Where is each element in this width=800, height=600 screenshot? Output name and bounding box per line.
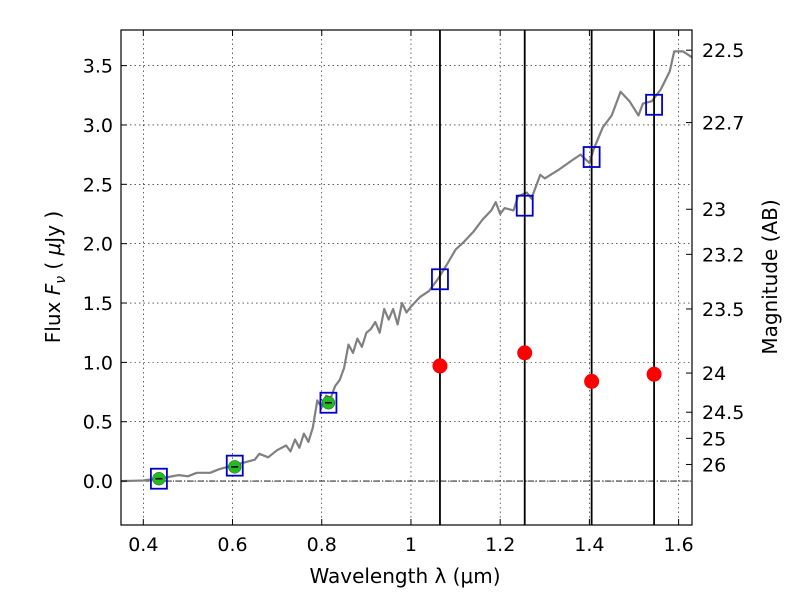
square-marker xyxy=(225,454,244,477)
red-point xyxy=(517,345,533,361)
x-tick-label: 0.4 xyxy=(128,534,158,556)
square-marker xyxy=(515,194,534,217)
vertical-lines xyxy=(439,30,655,525)
plot-frame xyxy=(120,29,693,526)
axis-ticks: 0.4 0.6 0.8 1 1.2 1.4 1.6 0.0 0.5 1.0 1.5 2.0 2.5 3.0… xyxy=(83,30,744,556)
square-marker xyxy=(319,391,338,414)
x-tick-label: 1 xyxy=(405,534,417,556)
y-tick-label: 3.0 xyxy=(83,115,113,137)
y-tick-label: 2.5 xyxy=(83,174,113,196)
x-tick-label: 1.6 xyxy=(664,534,694,556)
right-tick-label: 22.5 xyxy=(702,40,744,62)
y-tick-label: 3.5 xyxy=(83,56,113,78)
y-tick-label: 1.0 xyxy=(83,352,113,374)
right-tick-label: 23 xyxy=(702,199,726,221)
square-marker xyxy=(582,146,601,168)
x-tick-label: 1.4 xyxy=(574,534,604,556)
x-tick-label: 0.8 xyxy=(307,534,337,556)
square-marker xyxy=(431,268,449,291)
x-tick-label: 0.6 xyxy=(217,534,247,556)
square-marker xyxy=(645,93,663,116)
right-tick-label: 23.5 xyxy=(702,299,744,321)
y-tick-label: 1.5 xyxy=(83,293,113,315)
right-tick-label: 25 xyxy=(702,428,726,450)
right-tick-label: 24.5 xyxy=(702,402,744,424)
x-axis-label: Wavelength λ (μm) xyxy=(309,564,500,588)
right-tick-label: 23.2 xyxy=(702,244,744,266)
markers xyxy=(150,93,663,490)
y-axis-label: Flux Fν ( μJy ) xyxy=(41,211,69,343)
y-tick-label: 0.5 xyxy=(83,412,113,434)
red-point xyxy=(646,366,662,382)
right-tick-label: 22.7 xyxy=(702,113,744,135)
red-point xyxy=(584,373,600,389)
model-spectrum xyxy=(120,50,693,483)
square-marker xyxy=(150,467,168,490)
spectrum-line xyxy=(120,50,693,483)
y-tick-label: 2.0 xyxy=(83,234,113,256)
x-tick-label: 1.2 xyxy=(485,534,515,556)
right-axis-label: Magnitude (AB) xyxy=(758,199,782,354)
right-tick-label: 24 xyxy=(702,363,726,385)
right-tick-label: 26 xyxy=(702,454,726,476)
grid xyxy=(121,30,692,525)
red-point xyxy=(432,358,448,374)
y-tick-label: 0.0 xyxy=(83,471,113,493)
